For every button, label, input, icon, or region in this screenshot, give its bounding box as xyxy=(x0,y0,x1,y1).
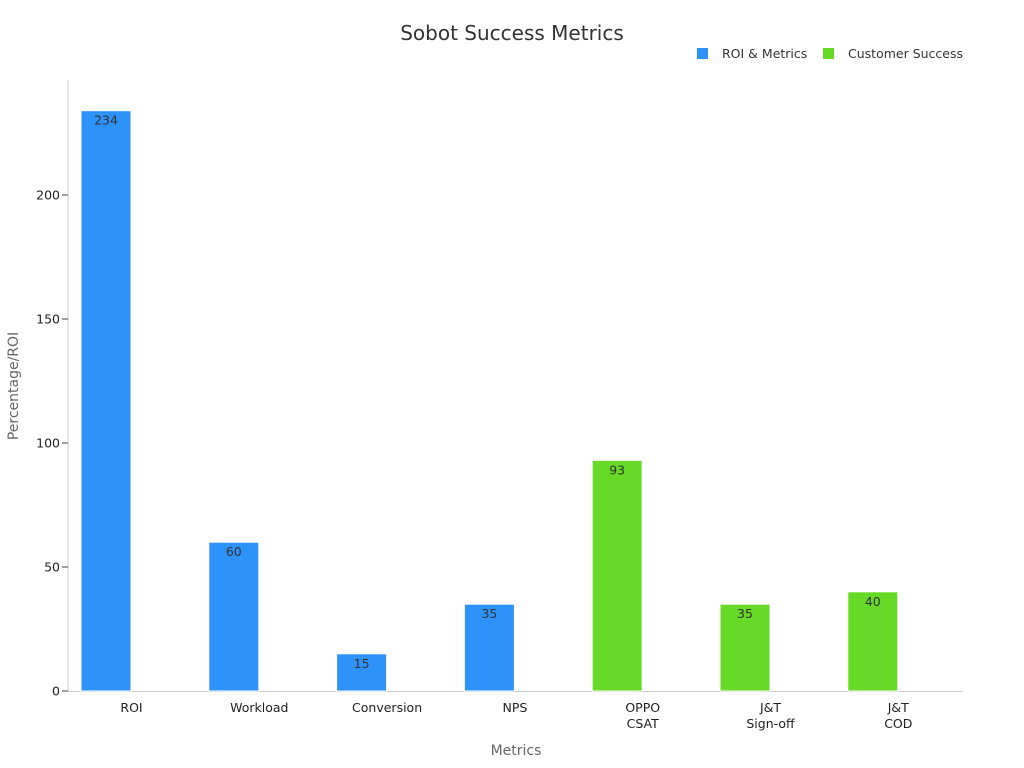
y-tick-label: 100 xyxy=(36,436,60,451)
y-tick-label: 0 xyxy=(52,684,60,699)
bar xyxy=(847,591,899,692)
x-tick-label: J&T COD xyxy=(884,700,912,731)
x-tick-label: Workload xyxy=(230,700,288,715)
y-axis-label: Percentage/ROI xyxy=(6,332,22,440)
bars: 234 60 15 35 93 35 40 xyxy=(80,110,899,692)
legend-swatch xyxy=(697,48,708,59)
y-tick-label: 200 xyxy=(36,188,60,203)
bar xyxy=(719,603,771,692)
x-axis-label: Metrics xyxy=(491,743,542,759)
bar xyxy=(80,110,132,692)
bar-value-label: 234 xyxy=(94,113,118,128)
bar xyxy=(336,653,388,692)
bar-value-label: 15 xyxy=(354,656,370,671)
x-tick-label: NPS xyxy=(502,700,527,715)
legend-label: Customer Success xyxy=(848,46,963,61)
y-tick-label: 150 xyxy=(36,312,60,327)
bar-value-label: 93 xyxy=(609,462,625,477)
legend: ROI & Metrics Customer Success xyxy=(697,46,963,61)
legend-label: ROI & Metrics xyxy=(722,46,807,61)
bar xyxy=(463,603,515,692)
bar-value-label: 35 xyxy=(481,606,497,621)
x-tick-label: J&T Sign-off xyxy=(746,700,795,731)
x-tick-label: Conversion xyxy=(352,700,422,715)
legend-swatch xyxy=(823,48,834,59)
chart-title: Sobot Success Metrics xyxy=(400,21,624,45)
bar xyxy=(591,459,643,692)
x-tick-label: OPPO CSAT xyxy=(625,700,660,731)
bar-value-label: 40 xyxy=(865,594,881,609)
bar xyxy=(208,541,260,692)
y-tick-label: 50 xyxy=(44,560,60,575)
x-tick-label: ROI xyxy=(120,700,142,715)
y-axis: 0 50 100 150 200 xyxy=(36,80,69,699)
bar-value-label: 60 xyxy=(226,544,242,559)
x-axis: ROI Workload Conversion NPS OPPO CSAT J&T Sign-… xyxy=(68,691,963,731)
bar-value-label: 35 xyxy=(737,606,753,621)
